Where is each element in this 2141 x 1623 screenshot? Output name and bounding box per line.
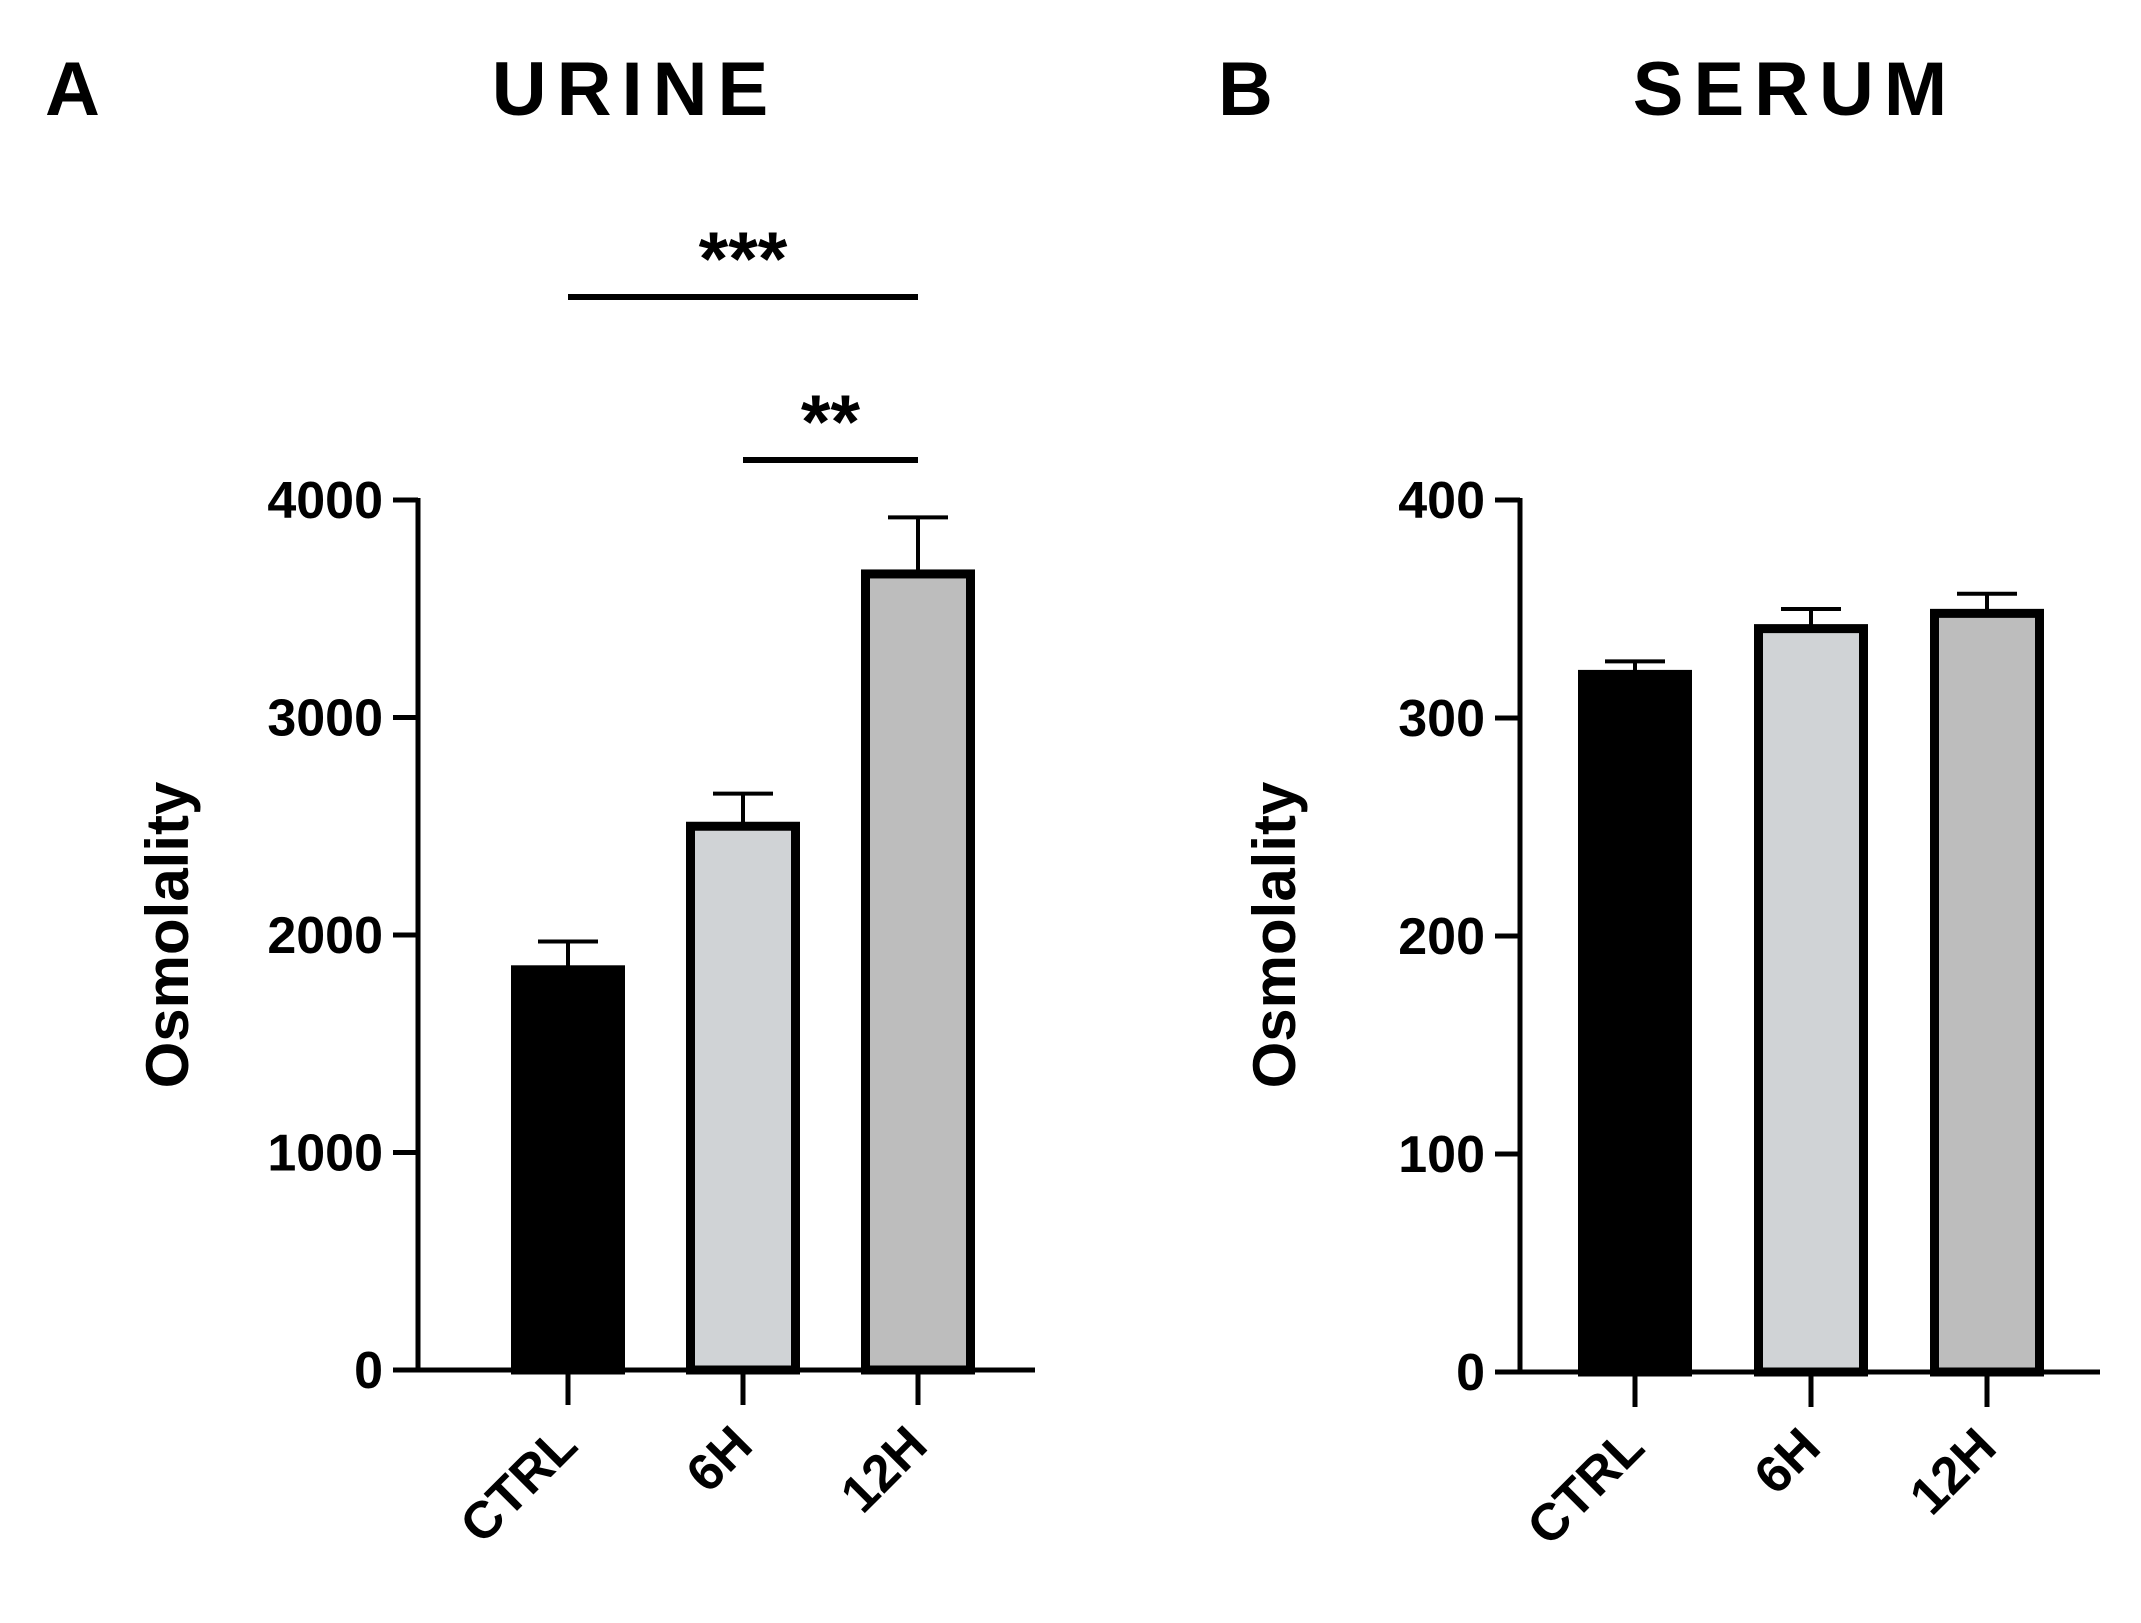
x-tick-label: 12H — [1899, 1417, 2007, 1525]
panel-a: A URINE Osmolality 0 1000 2000 3000 4000 CTRL… — [45, 47, 1035, 1555]
y-tick-label: 300 — [1398, 690, 1485, 748]
y-axis-title: Osmolality — [134, 781, 201, 1088]
y-tick-label: 0 — [1456, 1344, 1485, 1402]
chart-title: URINE — [492, 47, 778, 132]
panel-letter: A — [45, 47, 100, 132]
significance-label: *** — [699, 217, 788, 302]
x-tick-label: 6H — [675, 1415, 763, 1503]
y-tick-label: 1000 — [267, 1125, 383, 1183]
chart-title: SERUM — [1633, 47, 1957, 132]
y-tick-label: 2000 — [267, 907, 383, 965]
bar-ctrl — [1578, 669, 1692, 1377]
bar-12h — [1930, 608, 2044, 1377]
y-tick-label: 4000 — [267, 472, 383, 530]
x-tick-label: CTRL — [449, 1415, 588, 1554]
panel-letter: B — [1218, 47, 1273, 132]
plot-area: 0 1000 2000 3000 4000 CTRL 6H 12H ***** — [267, 217, 1035, 1555]
bar-6h — [686, 821, 800, 1375]
y-axis-title: Osmolality — [1241, 781, 1308, 1088]
bar-6h — [1754, 624, 1868, 1377]
x-tick-label: 12H — [830, 1415, 938, 1523]
y-tick-label: 100 — [1398, 1126, 1485, 1184]
x-tick-label: CTRL — [1516, 1417, 1655, 1556]
x-tick-label: 6H — [1743, 1417, 1831, 1505]
y-tick-label: 400 — [1398, 472, 1485, 530]
panel-b: B SERUM Osmolality 0 100 200 300 400 CTRL 6H 12… — [1218, 47, 2100, 1557]
y-tick-label: 200 — [1398, 908, 1485, 966]
plot-area: 0 100 200 300 400 CTRL 6H 12H — [1398, 472, 2100, 1557]
y-tick-label: 3000 — [267, 690, 383, 748]
bar-ctrl — [511, 965, 625, 1375]
bar-12h — [861, 569, 975, 1375]
significance-label: ** — [801, 380, 861, 465]
y-tick-label: 0 — [354, 1342, 383, 1400]
